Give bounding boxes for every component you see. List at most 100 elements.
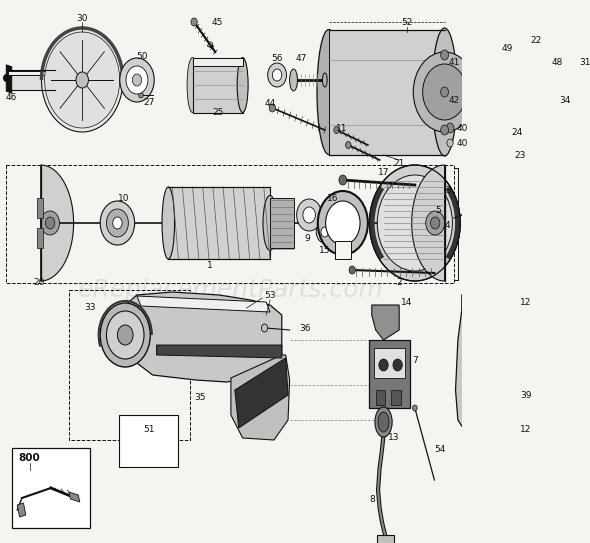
Circle shape: [379, 359, 388, 371]
Circle shape: [303, 207, 316, 223]
Bar: [270, 198, 293, 248]
Circle shape: [496, 64, 513, 86]
Circle shape: [541, 414, 547, 422]
Circle shape: [297, 199, 322, 231]
Ellipse shape: [290, 69, 297, 91]
Circle shape: [541, 304, 547, 312]
Circle shape: [318, 191, 368, 255]
Text: 30: 30: [77, 14, 88, 22]
Text: 42: 42: [448, 96, 460, 104]
Circle shape: [447, 139, 453, 147]
Ellipse shape: [432, 28, 457, 156]
Circle shape: [510, 130, 523, 146]
Text: 16: 16: [327, 193, 339, 203]
Polygon shape: [231, 355, 290, 440]
Ellipse shape: [323, 73, 327, 87]
Circle shape: [139, 92, 143, 98]
Bar: [37, 198, 43, 218]
Circle shape: [100, 303, 150, 367]
Text: 34: 34: [559, 96, 571, 104]
Ellipse shape: [378, 412, 389, 432]
Polygon shape: [192, 58, 242, 66]
Text: 14: 14: [401, 298, 412, 306]
Text: 8: 8: [369, 496, 375, 504]
Circle shape: [506, 100, 519, 116]
Circle shape: [126, 66, 148, 94]
Circle shape: [45, 32, 120, 128]
Circle shape: [520, 37, 532, 53]
Text: 33: 33: [84, 302, 96, 312]
Polygon shape: [372, 305, 399, 340]
Bar: [168, 187, 270, 259]
Ellipse shape: [375, 407, 392, 437]
Polygon shape: [494, 84, 532, 132]
Text: 46: 46: [6, 92, 18, 102]
Circle shape: [334, 127, 339, 134]
Circle shape: [45, 217, 55, 229]
Circle shape: [377, 175, 453, 271]
Circle shape: [106, 311, 144, 359]
Text: 50: 50: [137, 52, 148, 60]
Polygon shape: [235, 358, 288, 428]
Polygon shape: [8, 71, 51, 75]
Circle shape: [106, 209, 129, 237]
Text: eReplacementParts.com: eReplacementParts.com: [78, 278, 384, 302]
Text: 20: 20: [34, 277, 45, 287]
Text: 54: 54: [434, 445, 445, 454]
Text: 13: 13: [388, 433, 399, 443]
Text: 23: 23: [515, 150, 526, 160]
Text: 10: 10: [118, 193, 129, 203]
Text: 25: 25: [212, 108, 223, 117]
Bar: [192, 58, 244, 113]
Polygon shape: [329, 30, 445, 155]
Circle shape: [542, 60, 550, 70]
Circle shape: [120, 58, 154, 102]
Text: 35: 35: [194, 394, 205, 402]
Ellipse shape: [263, 195, 277, 250]
Circle shape: [446, 123, 454, 133]
Circle shape: [41, 28, 123, 132]
Polygon shape: [156, 345, 282, 358]
Circle shape: [553, 96, 559, 104]
Circle shape: [441, 125, 448, 135]
Circle shape: [41, 211, 60, 235]
Circle shape: [76, 72, 88, 88]
Circle shape: [523, 41, 529, 49]
Text: 53: 53: [264, 291, 276, 300]
Circle shape: [113, 217, 122, 229]
Ellipse shape: [162, 187, 175, 259]
Polygon shape: [69, 492, 80, 502]
Ellipse shape: [237, 58, 248, 112]
Text: 36: 36: [300, 324, 311, 332]
Text: 31: 31: [580, 58, 590, 66]
Circle shape: [346, 142, 351, 148]
Circle shape: [549, 92, 562, 108]
Text: 1: 1: [207, 261, 212, 269]
Circle shape: [261, 324, 268, 332]
Circle shape: [441, 87, 448, 97]
Bar: [391, 390, 401, 405]
Polygon shape: [455, 290, 523, 438]
Bar: [37, 228, 43, 248]
Polygon shape: [17, 503, 26, 517]
Bar: [6, 165, 454, 283]
Polygon shape: [412, 165, 445, 281]
Text: 12: 12: [520, 298, 532, 306]
Text: 2: 2: [396, 277, 402, 287]
Polygon shape: [480, 43, 530, 107]
Ellipse shape: [187, 58, 198, 112]
Circle shape: [413, 52, 476, 132]
Text: 3: 3: [445, 186, 451, 194]
Bar: [486, 30, 590, 170]
Polygon shape: [41, 165, 74, 281]
Ellipse shape: [317, 29, 340, 155]
Text: 22: 22: [530, 35, 542, 45]
Circle shape: [321, 227, 329, 237]
Circle shape: [100, 201, 135, 245]
Polygon shape: [498, 114, 535, 162]
Circle shape: [316, 221, 333, 243]
Text: 52: 52: [401, 17, 412, 27]
Text: 51: 51: [143, 426, 155, 434]
Circle shape: [369, 165, 460, 281]
Circle shape: [268, 63, 287, 87]
